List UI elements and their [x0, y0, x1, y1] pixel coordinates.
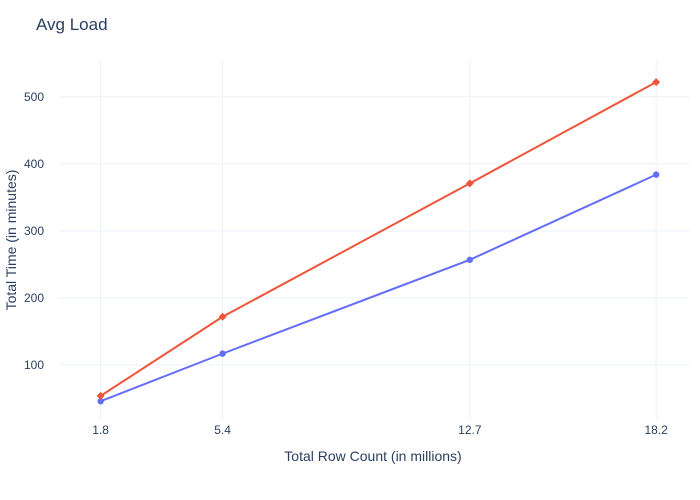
series-2-point[interactable]: [218, 312, 227, 321]
series-2-point[interactable]: [465, 179, 474, 188]
y-tick-label: 200: [24, 291, 44, 305]
series-2-point[interactable]: [96, 391, 105, 400]
x-tick-label: 5.4: [214, 423, 231, 437]
y-tick-label: 500: [24, 90, 44, 104]
gridlines: [60, 60, 690, 420]
y-tick-label: 100: [24, 358, 44, 372]
x-axis-ticks: 1.8 5.4 12.7 18.2: [92, 423, 668, 437]
series-1-point[interactable]: [97, 398, 104, 405]
y-axis-ticks: 100 200 300 400 500: [24, 90, 44, 372]
x-tick-label: 18.2: [644, 423, 668, 437]
y-tick-label: 300: [24, 224, 44, 238]
data-series: [96, 78, 661, 405]
x-tick-label: 12.7: [458, 423, 482, 437]
x-axis-title: Total Row Count (in millions): [284, 448, 461, 464]
y-tick-label: 400: [24, 157, 44, 171]
series-1-line: [100, 173, 657, 403]
series-1-point[interactable]: [466, 256, 474, 263]
series-2-point[interactable]: [652, 78, 661, 87]
x-tick-label: 1.8: [92, 423, 109, 437]
series-1-point[interactable]: [652, 171, 660, 178]
chart-title: Avg Load: [36, 15, 108, 34]
series-2-line: [100, 81, 657, 397]
y-axis-title: Total Time (in minutes): [3, 170, 19, 311]
series-1-point[interactable]: [219, 350, 226, 357]
